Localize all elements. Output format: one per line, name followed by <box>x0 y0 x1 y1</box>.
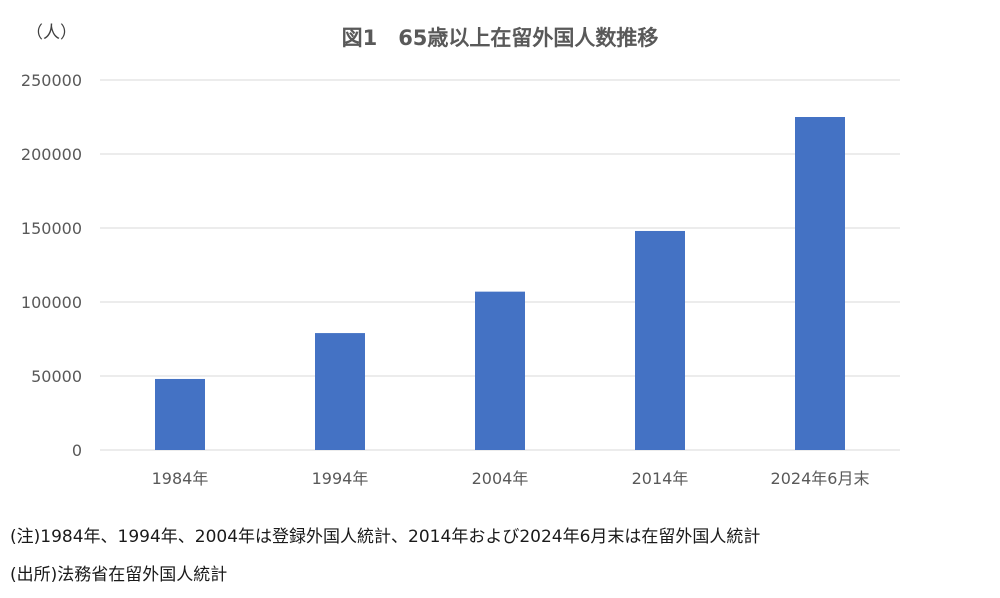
x-axis-ticks: 1984年 1994年 2004年 2014年 2024年6月末 <box>152 469 870 488</box>
x-tick-label: 2014年 <box>632 469 689 488</box>
bar <box>795 117 845 450</box>
chart: （人） 図1 65歳以上在留外国人数推移 0 50000 100000 150000 2… <box>21 23 900 488</box>
bar <box>475 291 525 450</box>
x-tick-label: 1984年 <box>152 469 209 488</box>
y-tick-label: 50000 <box>31 367 82 386</box>
x-tick-label: 1994年 <box>312 469 369 488</box>
y-axis-ticks: 0 50000 100000 150000 200000 250000 <box>21 71 82 460</box>
bar <box>155 378 205 450</box>
y-tick-label: 100000 <box>21 293 82 312</box>
y-tick-label: 200000 <box>21 145 82 164</box>
y-unit-label: （人） <box>26 23 77 43</box>
x-tick-label: 2004年 <box>472 469 529 488</box>
x-tick-label: 2024年6月末 <box>771 469 870 488</box>
bar <box>635 230 685 450</box>
bar <box>315 333 365 450</box>
y-tick-label: 150000 <box>21 219 82 238</box>
y-tick-label: 0 <box>72 441 82 460</box>
bars <box>155 117 845 450</box>
chart-title: 図1 65歳以上在留外国人数推移 <box>342 26 659 50</box>
footnote: (注)1984年、1994年、2004年は登録外国人統計、2014年および202… <box>10 527 761 547</box>
source-note: (出所)法務省在留外国人統計 <box>10 565 228 585</box>
y-tick-label: 250000 <box>21 71 82 90</box>
